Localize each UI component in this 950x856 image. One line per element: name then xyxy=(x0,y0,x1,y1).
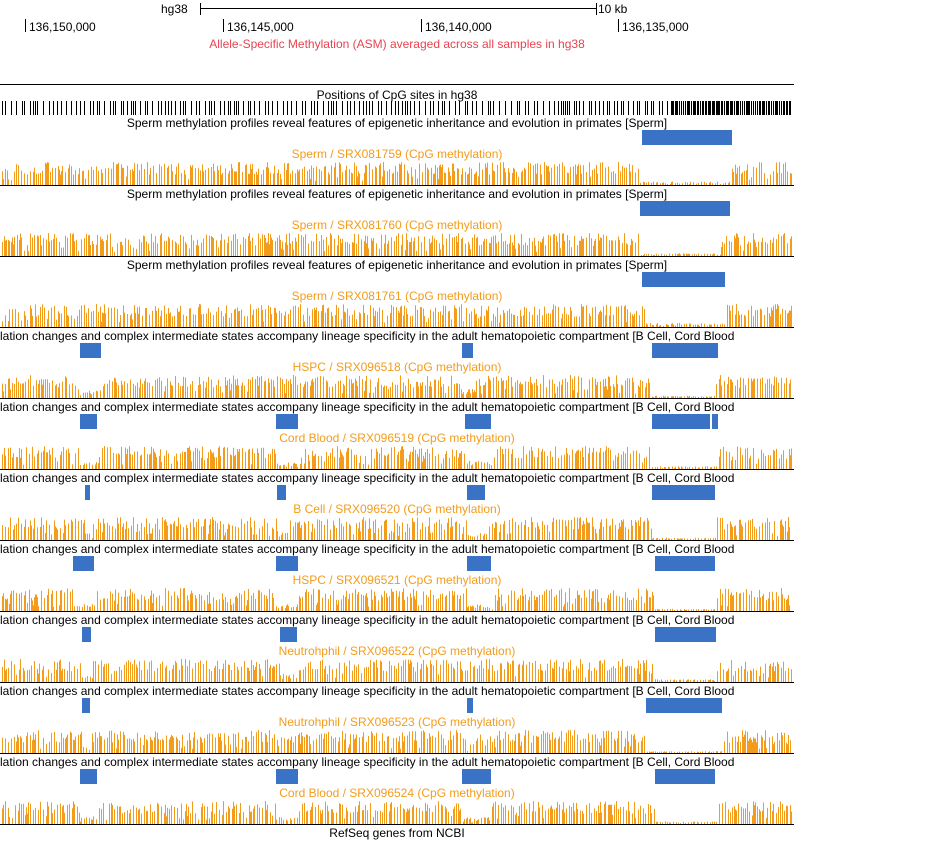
track-separator xyxy=(0,84,794,85)
hmr-block[interactable] xyxy=(655,556,715,571)
methylation-signal[interactable] xyxy=(0,374,794,398)
hmr-block[interactable] xyxy=(276,556,298,571)
track-separator xyxy=(0,327,794,328)
hmr-block[interactable] xyxy=(465,414,491,429)
track-group-title[interactable]: Sperm methylation profiles reveal featur… xyxy=(126,258,668,272)
track-group-title[interactable]: lation changes and complex intermediate … xyxy=(0,329,735,343)
track-separator xyxy=(0,185,794,186)
hmr-block[interactable] xyxy=(82,698,90,713)
hmr-block[interactable] xyxy=(646,698,722,713)
hmr-block[interactable] xyxy=(82,627,91,642)
hmr-block[interactable] xyxy=(280,627,297,642)
hmr-block[interactable] xyxy=(655,627,716,642)
methylation-track-label[interactable]: Neutrohphil / SRX096522 (CpG methylation… xyxy=(278,644,516,658)
track-separator xyxy=(0,824,794,825)
hmr-block[interactable] xyxy=(462,769,491,784)
coord-tick xyxy=(25,19,26,32)
coord-label: 136,145,000 xyxy=(227,20,294,34)
cpg-track-title[interactable]: Positions of CpG sites in hg38 xyxy=(316,88,478,102)
methylation-signal[interactable] xyxy=(0,729,794,753)
hmr-block[interactable] xyxy=(80,769,97,784)
methylation-track-label[interactable]: HSPC / SRX096518 (CpG methylation) xyxy=(292,360,502,374)
track-separator xyxy=(0,540,794,541)
hmr-block[interactable] xyxy=(467,556,491,571)
methylation-signal[interactable] xyxy=(0,445,794,469)
methylation-signal[interactable] xyxy=(0,232,794,256)
methylation-track-label[interactable]: Neutrohphil / SRX096523 (CpG methylation… xyxy=(278,715,516,729)
cpg-sites-track[interactable] xyxy=(0,101,794,115)
hmr-block[interactable] xyxy=(655,769,715,784)
track-separator xyxy=(0,753,794,754)
methylation-signal[interactable] xyxy=(0,516,794,540)
coord-label: 136,150,000 xyxy=(29,20,96,34)
hmr-block[interactable] xyxy=(276,769,298,784)
scale-bar-right-tick xyxy=(596,3,597,15)
scale-bar-label: 10 kb xyxy=(598,2,628,16)
hmr-block[interactable] xyxy=(640,201,730,216)
hmr-block[interactable] xyxy=(467,485,485,500)
coord-tick xyxy=(223,19,224,32)
hmr-block[interactable] xyxy=(652,485,715,500)
track-separator xyxy=(0,469,794,470)
track-group-title[interactable]: lation changes and complex intermediate … xyxy=(0,471,735,485)
methylation-track-label[interactable]: B Cell / SRX096520 (CpG methylation) xyxy=(293,502,501,516)
asm-track-title[interactable]: Allele-Specific Methylation (ASM) averag… xyxy=(209,37,585,51)
hmr-block[interactable] xyxy=(73,556,94,571)
refseq-track-title[interactable]: RefSeq genes from NCBI xyxy=(329,826,465,840)
methylation-signal[interactable] xyxy=(0,658,794,682)
track-group-title[interactable]: lation changes and complex intermediate … xyxy=(0,400,735,414)
hmr-block[interactable] xyxy=(652,414,710,429)
hmr-block[interactable] xyxy=(642,272,725,287)
track-group-title[interactable]: Sperm methylation profiles reveal featur… xyxy=(126,187,668,201)
hmr-block[interactable] xyxy=(712,414,718,429)
track-group-title[interactable]: Sperm methylation profiles reveal featur… xyxy=(126,116,668,130)
track-group-title[interactable]: lation changes and complex intermediate … xyxy=(0,755,735,769)
methylation-signal[interactable] xyxy=(0,800,794,824)
hmr-block[interactable] xyxy=(467,698,473,713)
methylation-track-label[interactable]: Cord Blood / SRX096519 (CpG methylation) xyxy=(279,431,515,445)
hmr-block[interactable] xyxy=(80,414,97,429)
track-separator xyxy=(0,256,794,257)
methylation-track-label[interactable]: Sperm / SRX081759 (CpG methylation) xyxy=(291,147,503,161)
methylation-signal[interactable] xyxy=(0,303,794,327)
track-group-title[interactable]: lation changes and complex intermediate … xyxy=(0,684,735,698)
track-separator xyxy=(0,611,794,612)
coord-tick xyxy=(421,19,422,32)
hmr-block[interactable] xyxy=(462,343,473,358)
coord-label: 136,135,000 xyxy=(622,20,689,34)
track-separator xyxy=(0,682,794,683)
hmr-block[interactable] xyxy=(276,414,298,429)
hmr-block[interactable] xyxy=(85,485,90,500)
methylation-track-label[interactable]: Cord Blood / SRX096524 (CpG methylation) xyxy=(279,786,515,800)
hmr-block[interactable] xyxy=(277,485,286,500)
scale-bar-left-tick xyxy=(200,3,201,15)
methylation-track-label[interactable]: Sperm / SRX081760 (CpG methylation) xyxy=(291,218,503,232)
methylation-track-label[interactable]: Sperm / SRX081761 (CpG methylation) xyxy=(291,289,503,303)
scale-bar xyxy=(200,8,596,9)
track-separator xyxy=(0,398,794,399)
methylation-signal[interactable] xyxy=(0,161,794,185)
track-group-title[interactable]: lation changes and complex intermediate … xyxy=(0,613,735,627)
track-group-title[interactable]: lation changes and complex intermediate … xyxy=(0,542,735,556)
hmr-block[interactable] xyxy=(652,343,718,358)
methylation-signal[interactable] xyxy=(0,587,794,611)
coord-label: 136,140,000 xyxy=(425,20,492,34)
coord-tick xyxy=(618,19,619,32)
hmr-block[interactable] xyxy=(642,130,732,145)
hmr-block[interactable] xyxy=(80,343,101,358)
assembly-label: hg38 xyxy=(161,2,188,16)
methylation-track-label[interactable]: HSPC / SRX096521 (CpG methylation) xyxy=(292,573,502,587)
